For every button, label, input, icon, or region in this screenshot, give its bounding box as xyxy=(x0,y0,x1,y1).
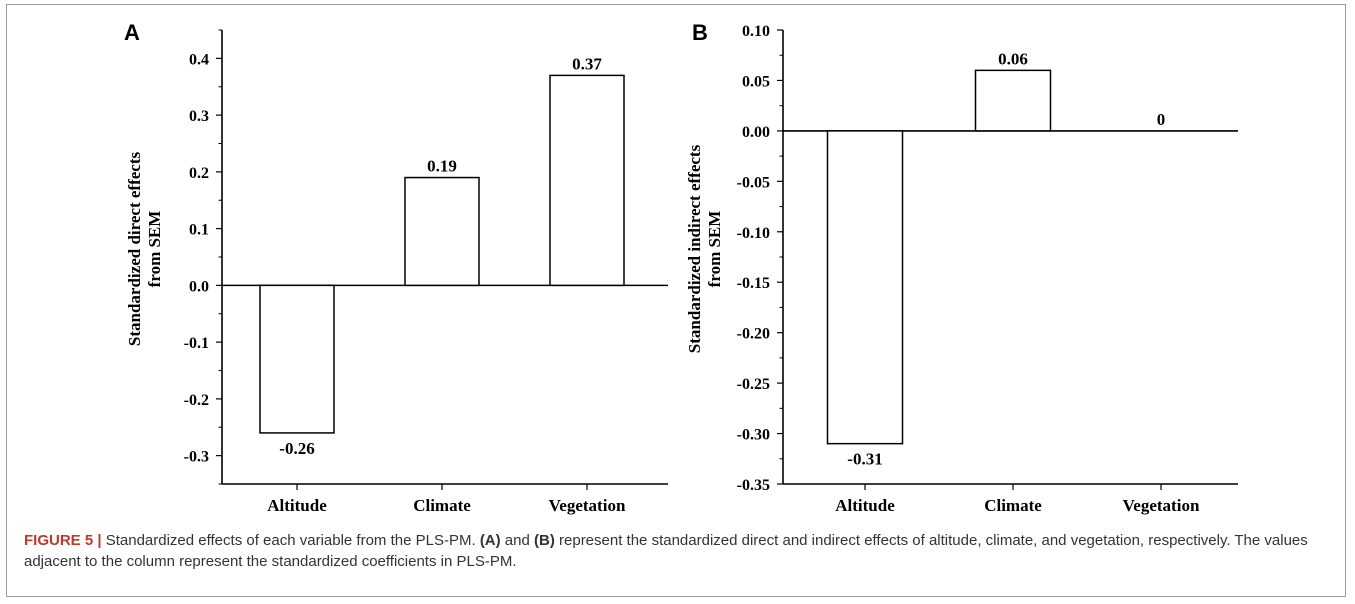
panel-a-bar-climate xyxy=(404,176,480,287)
panel-a-x-tick-label-altitude: Altitude xyxy=(267,496,327,515)
panel-a-y-tick-label: 0.4 xyxy=(189,51,209,68)
caption-text-3: represent the standardized direct and in… xyxy=(24,532,1308,570)
panel-a-y-tick-label: -0.2 xyxy=(184,392,209,409)
panel-b-x-tick-label-altitude: Altitude xyxy=(835,496,895,515)
panel-label-b: B xyxy=(692,20,708,45)
panel-a-y-axis-label-line: Standardized direct effects xyxy=(125,152,144,347)
figure-label: FIGURE 5 | xyxy=(24,532,102,549)
caption-text-1: Standardized effects of each variable fr… xyxy=(101,532,480,549)
panel-a-x-tick-label-vegetation: Vegetation xyxy=(549,496,626,515)
panel-b-value-label-vegetation: 0 xyxy=(1157,110,1166,129)
panel-a-y-tick-label: -0.1 xyxy=(184,335,209,352)
panel-b-bar-climate xyxy=(974,69,1052,132)
panel-b-x-tick-label-climate: Climate xyxy=(984,496,1042,515)
panel-b-y-tick-label: -0.15 xyxy=(737,275,770,292)
charts-canvas: -0.3 -0.2 -0.1 0.0 0.1 0.2 0.3 0.4 -0.26 Altitude… xyxy=(125,23,1238,515)
panel-a-y-tick-label: 0.0 xyxy=(189,278,209,295)
panel-a-y-tick-label: -0.3 xyxy=(184,449,209,466)
panel-a-value-label-climate: 0.19 xyxy=(427,157,457,176)
panel-label-a: A xyxy=(124,20,140,45)
panel-b-x-tick-label-vegetation: Vegetation xyxy=(1123,496,1200,515)
panel-b-value-label-climate: 0.06 xyxy=(998,49,1028,68)
panel-b-value-label-altitude: -0.31 xyxy=(847,450,882,469)
caption-text-2: and xyxy=(500,532,535,549)
panel-a-y-tick-label: 0.3 xyxy=(189,108,209,125)
panel-b-y-tick-label: 0.10 xyxy=(742,23,770,40)
panel-a-value-label-altitude: -0.26 xyxy=(279,439,314,458)
panel-a-value-label-vegetation: 0.37 xyxy=(572,54,602,73)
figure-frame xyxy=(6,4,1346,597)
panel-b-y-axis-label: Standardized indirect effectsfrom SEM xyxy=(685,144,724,353)
panel-b-bar-altitude xyxy=(826,130,904,445)
panel-b-y-tick-label: -0.30 xyxy=(737,427,770,444)
panel-b-y-tick-label: -0.25 xyxy=(737,376,770,393)
panel-a-y-axis-label: Standardized direct effectsfrom SEM xyxy=(125,152,164,347)
panel-a-y-tick-label: 0.2 xyxy=(189,165,209,182)
panel-a-y-axis-label-line: from SEM xyxy=(145,211,164,288)
panel-b-y-tick-label: -0.10 xyxy=(737,225,770,242)
caption-ref-b: (B) xyxy=(534,532,555,549)
figure-caption: FIGURE 5 | Standardized effects of each … xyxy=(24,530,1334,572)
panel-a-bar-altitude xyxy=(259,284,335,434)
panel-a-y-tick-label: 0.1 xyxy=(189,222,209,239)
panel-a-x-tick-label-climate: Climate xyxy=(413,496,471,515)
panel-b-y-axis-label-line: from SEM xyxy=(705,211,724,288)
panel-b-y-axis-label-line: Standardized indirect effects xyxy=(685,144,704,353)
panel-b-y-tick-label: -0.20 xyxy=(737,326,770,343)
panel-b-y-tick-label: -0.05 xyxy=(737,174,770,191)
panel-a-bar-vegetation xyxy=(549,74,625,287)
panel-b-y-tick-label: 0.00 xyxy=(742,124,770,141)
panel-b-y-tick-label: -0.35 xyxy=(737,477,770,494)
panel-b-y-tick-label: 0.05 xyxy=(742,73,770,90)
caption-ref-a: (A) xyxy=(479,532,501,549)
